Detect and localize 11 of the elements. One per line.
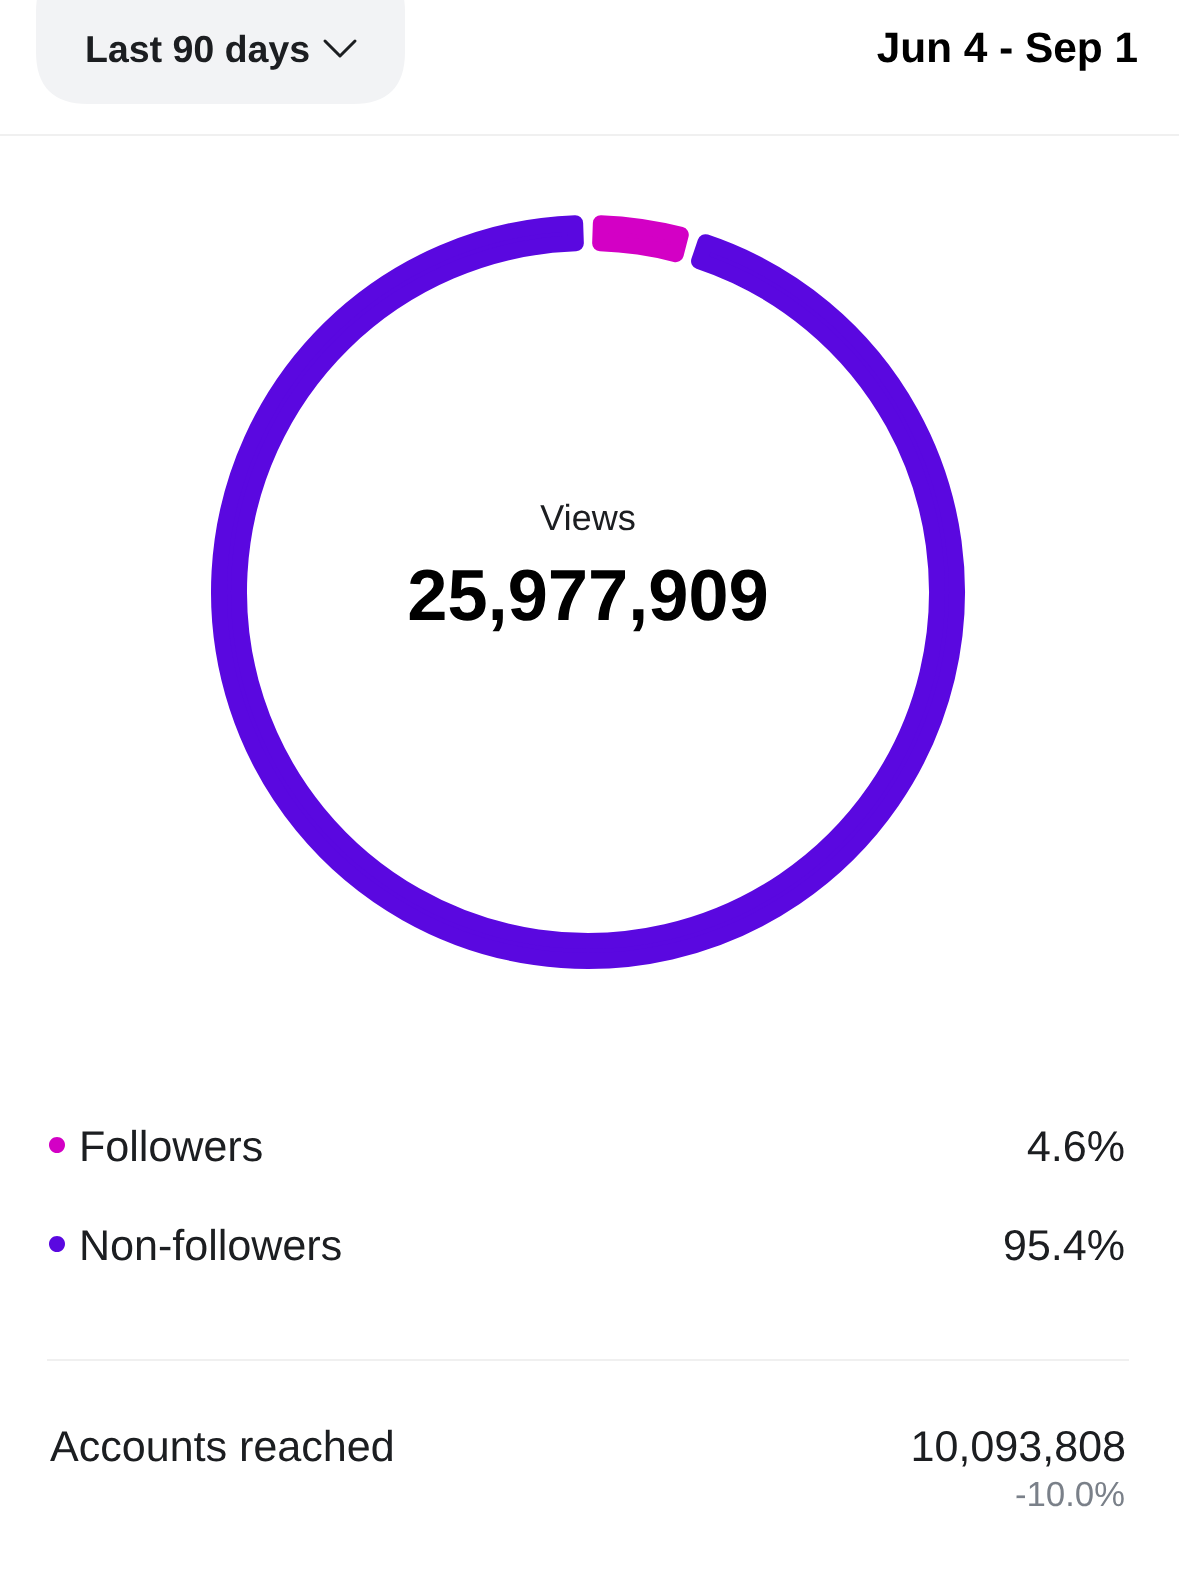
- text: Accounts reached: [50, 1429, 392, 1462]
- text: 25,977,909: [409, 569, 767, 632]
- text: -10.0%: [1016, 1481, 1124, 1507]
- data-label: 95.4%: [1004, 1229, 1124, 1261]
- text: Jun 4 - Sep 1: [877, 32, 1137, 71]
- legend-label: Followers: [82, 1129, 262, 1162]
- data-label: 4.6%: [1027, 1130, 1124, 1162]
- legend-label: Non-followers: [82, 1228, 341, 1261]
- text: 10,093,808: [913, 1430, 1125, 1467]
- text: Views: [540, 503, 635, 531]
- text: Last 90 days: [87, 34, 309, 70]
